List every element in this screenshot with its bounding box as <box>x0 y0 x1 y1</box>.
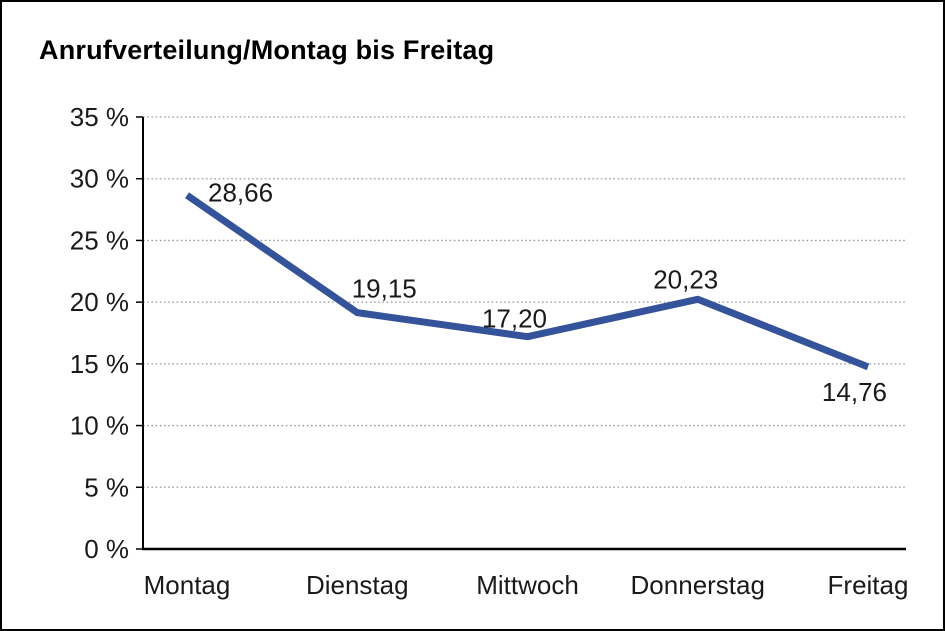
y-axis-label: 25 % <box>70 225 129 255</box>
point-label: 28,66 <box>208 177 273 207</box>
x-axis-label: Montag <box>144 570 231 600</box>
x-axis-label: Dienstag <box>306 570 409 600</box>
x-axis-label: Donnerstag <box>631 570 765 600</box>
y-axis-label: 35 % <box>70 102 129 132</box>
point-label: 14,76 <box>822 377 887 407</box>
y-axis-label: 20 % <box>70 287 129 317</box>
chart-title: Anrufverteilung/Montag bis Freitag <box>39 35 495 65</box>
x-axis-label: Freitag <box>828 570 909 600</box>
y-axis-label: 0 % <box>84 534 129 564</box>
x-axis-label: Mittwoch <box>476 570 579 600</box>
y-axis-label: 10 % <box>70 411 129 441</box>
point-label: 17,20 <box>482 304 547 334</box>
point-label: 20,23 <box>653 264 718 294</box>
y-axis-label: 5 % <box>84 472 129 502</box>
series-line <box>185 192 870 371</box>
point-label: 19,15 <box>352 274 417 304</box>
y-axis-label: 15 % <box>70 349 129 379</box>
y-axis-label: 30 % <box>70 164 129 194</box>
